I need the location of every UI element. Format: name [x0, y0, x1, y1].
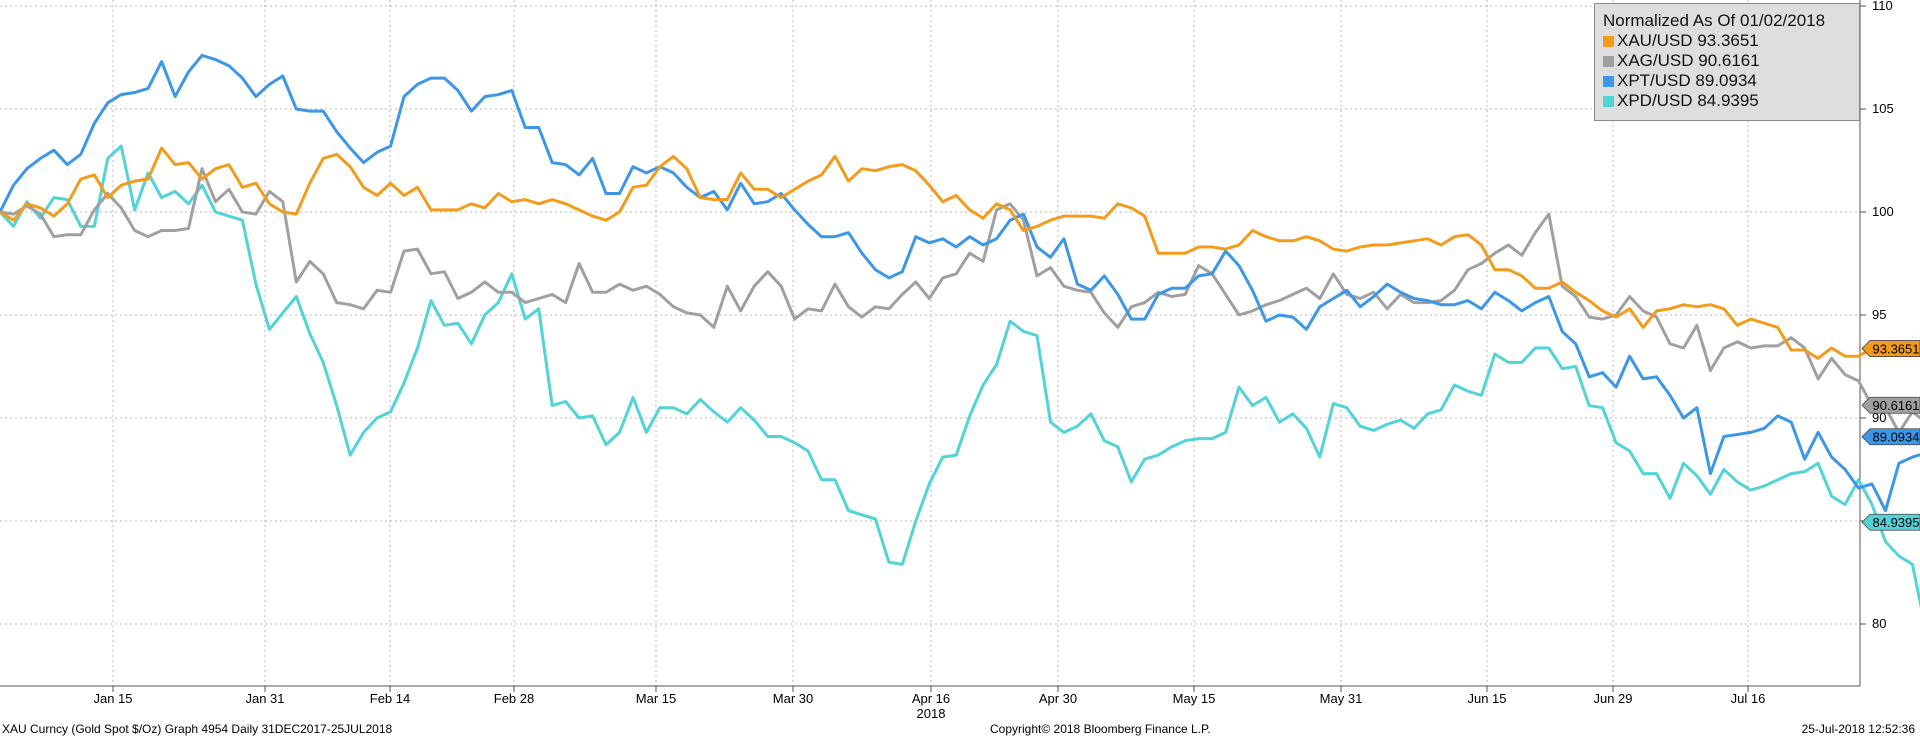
x-tick-label: May 31 — [1320, 691, 1363, 706]
y-tick-label: 110 — [1872, 0, 1893, 13]
x-tick-label: Jan 15 — [93, 691, 132, 706]
legend-label: XPT/USD — [1617, 71, 1691, 90]
legend-title: Normalized As Of 01/02/2018 — [1603, 11, 1826, 30]
legend-value: 90.6161 — [1698, 51, 1760, 70]
series-line-xag — [0, 167, 1920, 434]
legend-swatch-xpt — [1603, 75, 1614, 87]
last-value-tag-xpd: 84.9395 — [1861, 513, 1920, 531]
y-tick-label: 100 — [1872, 204, 1894, 219]
grid — [0, 0, 1860, 686]
x-tick-label: May 15 — [1173, 691, 1216, 706]
legend-item-xpt: XPT/USD 89.0934 — [1603, 71, 1851, 91]
legend-value: 84.9395 — [1697, 91, 1759, 110]
x-tick-label: Jul 16 — [1731, 691, 1766, 706]
series-line-xpt — [0, 53, 1920, 513]
y-tick-label: 90 — [1872, 410, 1886, 425]
tag-value: 93.3651 — [1873, 342, 1920, 357]
legend: Normalized As Of 01/02/2018 XAU/USD 93.3… — [1594, 3, 1860, 121]
last-value-tag-xag: 90.6161 — [1861, 396, 1920, 414]
footer-timestamp: 25-Jul-2018 12:52:36 — [1801, 722, 1915, 736]
footer-copyright: Copyright© 2018 Bloomberg Finance L.P. — [990, 722, 1211, 736]
legend-value: 89.0934 — [1695, 71, 1757, 90]
legend-swatch-xau — [1603, 35, 1614, 47]
tag-value: 89.0934 — [1873, 430, 1920, 445]
x-tick-label: Jun 15 — [1467, 691, 1506, 706]
legend-label: XAU/USD — [1617, 31, 1693, 50]
x-tick-label: Jun 29 — [1593, 691, 1632, 706]
last-value-tags: 93.3651 90.6161 89.0934 84.9395 — [1861, 340, 1920, 531]
series-line-xau — [0, 146, 1873, 360]
y-tick-label: 80 — [1872, 616, 1886, 631]
tag-background — [1861, 340, 1920, 357]
x-tick-label: Feb 14 — [370, 691, 410, 706]
x-tick-label: Apr 30 — [1039, 691, 1077, 706]
x-tick-label: Mar 15 — [636, 691, 676, 706]
last-value-tag-xpt: 89.0934 — [1861, 428, 1920, 446]
legend-item-xag: XAG/USD 90.6161 — [1603, 51, 1851, 71]
x-tick-label: Jan 31 — [245, 691, 284, 706]
legend-item-xpd: XPD/USD 84.9395 — [1603, 91, 1851, 111]
tag-background — [1861, 396, 1920, 414]
tag-value: 84.9395 — [1873, 515, 1920, 530]
x-tick-label: Feb 28 — [494, 691, 534, 706]
legend-label: XPD/USD — [1617, 91, 1693, 110]
footer-source: XAU Curncy (Gold Spot $/Oz) Graph 4954 D… — [2, 722, 393, 736]
last-value-tag-xau: 93.3651 — [1861, 340, 1920, 357]
x-year-label: 2018 — [917, 706, 946, 721]
x-tick-label: Mar 30 — [773, 691, 813, 706]
series-line-xpd — [0, 144, 1920, 609]
tag-background — [1861, 513, 1920, 531]
y-tick-label: 105 — [1872, 101, 1894, 116]
legend-swatch-xpd — [1603, 95, 1614, 107]
y-tick-label: 95 — [1872, 307, 1886, 322]
legend-swatch-xag — [1603, 55, 1614, 67]
tag-value: 90.6161 — [1873, 398, 1920, 413]
x-axis: Jan 15 Jan 31 Feb 14 Feb 28 Mar 15 Mar 30 Apr … — [0, 685, 1860, 721]
x-tick-label: Apr 16 — [912, 691, 950, 706]
legend-label: XAG/USD — [1617, 51, 1694, 70]
legend-value: 93.3651 — [1697, 31, 1759, 50]
legend-item-xau: XAU/USD 93.3651 — [1603, 31, 1851, 51]
series-lines — [0, 53, 1920, 609]
tag-background — [1861, 428, 1920, 446]
